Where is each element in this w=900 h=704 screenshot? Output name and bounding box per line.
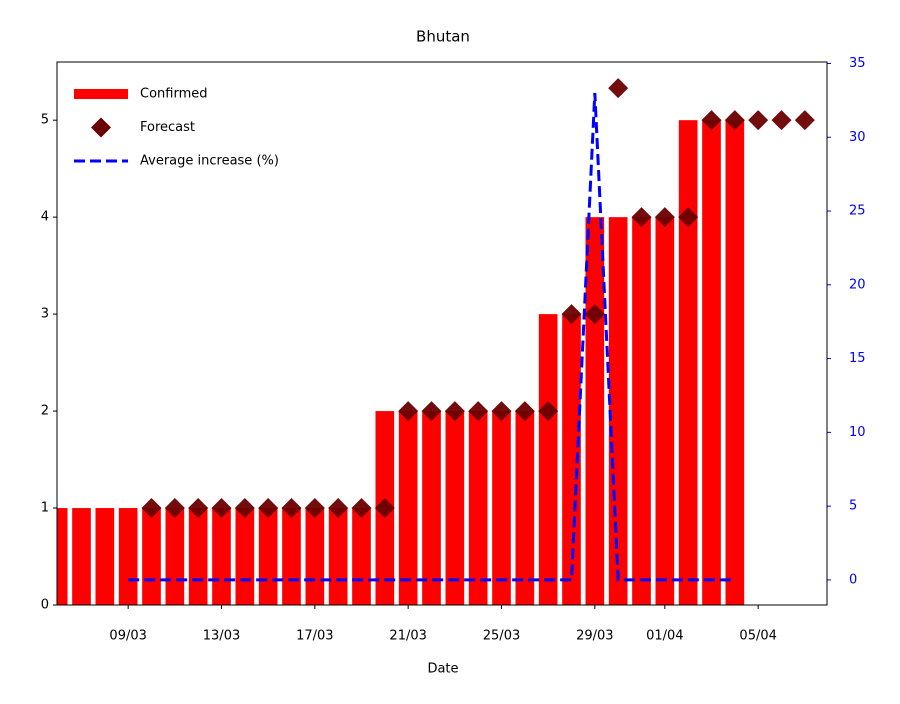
legend-label: Average increase (%) [140,154,279,169]
bar [585,217,605,605]
y2-tick-label: 30 [849,130,866,145]
forecast-point [724,110,745,131]
forecast-point [514,401,535,422]
forecast-point [328,498,349,519]
x-tick-label: 05/04 [739,629,776,644]
legend-swatch [74,89,128,99]
bar [515,411,535,605]
legend-swatch [91,117,111,138]
forecast-point [491,401,512,422]
x-tick-label: 17/03 [296,629,333,644]
bar [422,411,441,605]
x-tick-label: 29/03 [576,629,613,644]
forecast-point [631,207,652,228]
x-tick-label: 01/04 [646,629,683,644]
x-tick-label: 25/03 [483,629,520,644]
legend-label: Confirmed [140,87,208,102]
forecast-point [794,110,815,131]
bar [725,120,745,605]
y2-tick-label: 15 [849,351,866,366]
forecast-point [164,498,185,519]
y2-tick-label: 10 [849,425,866,440]
y-tick-label: 4 [41,210,49,225]
forecast-point [444,401,465,422]
forecast-point [468,401,489,422]
forecast-point [748,110,769,131]
bar [398,411,418,605]
bar [57,508,68,605]
plot-frame [56,61,828,606]
y2-tick-label: 0 [849,572,857,587]
forecast-point [258,498,279,519]
forecast-point [608,78,629,99]
forecast-point [678,207,699,228]
bar [118,508,138,605]
forecast-point [584,304,605,325]
forecast-point [701,110,722,131]
bar [305,508,325,605]
forecast-point [234,498,255,519]
forecast-point [351,498,372,519]
forecast-point [211,498,232,519]
y-tick-label: 0 [41,598,49,613]
bar [165,508,185,605]
bar [468,411,488,605]
bar [538,314,558,605]
bar [235,508,255,605]
bar [678,120,698,605]
x-tick-label: 09/03 [109,629,146,644]
bar [212,508,231,605]
y2-tick-label: 25 [849,204,866,219]
y-tick-label: 2 [41,404,49,419]
forecast-point [188,498,209,519]
y-tick-label: 1 [41,501,49,516]
y2-tick-label: 5 [849,499,857,514]
x-axis-label: Date [427,662,458,677]
line [128,92,735,582]
forecast-point [771,110,792,131]
bar [632,217,651,605]
forecast-point [304,498,325,519]
bar [702,120,721,605]
bar [258,508,278,605]
forecast-point [538,401,559,422]
forecast-point [561,304,582,325]
forecast-point [654,207,675,228]
chart-title: Bhutan [416,28,470,46]
bar [282,508,301,605]
bar [492,411,511,605]
y2-tick-label: 35 [849,56,866,71]
x-tick-label: 13/03 [203,629,240,644]
bar [95,508,115,605]
bar [352,508,371,605]
bar [562,314,581,605]
legend-label: Forecast [140,120,195,135]
y-tick-label: 5 [41,113,49,128]
y-tick-label: 3 [41,307,49,322]
bar [188,508,208,605]
forecast-point [421,401,442,422]
bar [142,508,161,605]
forecast-point [398,401,419,422]
bar [655,217,675,605]
bar [328,508,348,605]
forecast-point [374,498,395,519]
y2-tick-label: 20 [849,277,866,292]
bar [608,217,628,605]
forecast-point [281,498,302,519]
bar [72,508,91,605]
x-tick-label: 21/03 [389,629,426,644]
forecast-point [141,498,162,519]
bar [445,411,465,605]
